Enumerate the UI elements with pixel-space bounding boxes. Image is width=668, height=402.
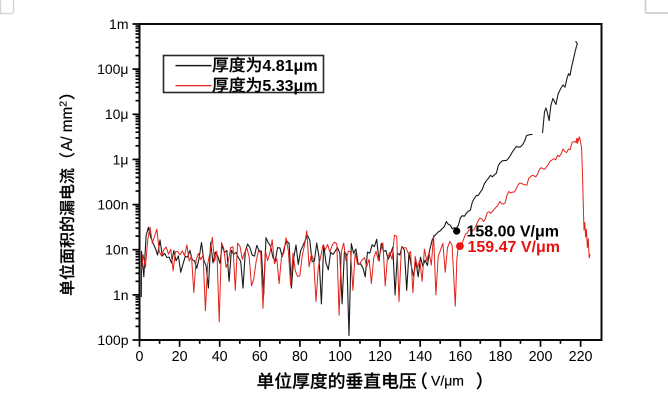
svg-text:100μ: 100μ (97, 61, 128, 77)
svg-text:80: 80 (292, 349, 308, 365)
svg-text:1μ: 1μ (113, 151, 129, 167)
svg-text:140: 140 (408, 349, 432, 365)
svg-text:40: 40 (212, 349, 228, 365)
svg-text:100n: 100n (97, 197, 128, 213)
svg-text:4.81μm: 4.81μm (262, 58, 317, 75)
svg-text:200: 200 (529, 349, 553, 365)
svg-text:158.00 V/μm: 158.00 V/μm (467, 224, 560, 241)
svg-text:120: 120 (368, 349, 392, 365)
svg-text:A/ mm2: A/ mm2 (57, 101, 76, 151)
svg-text:1n: 1n (113, 287, 129, 303)
svg-text:10n: 10n (105, 242, 128, 258)
svg-text:160: 160 (448, 349, 472, 365)
svg-text:V/μm: V/μm (431, 373, 464, 389)
svg-text:60: 60 (252, 349, 268, 365)
svg-text:180: 180 (488, 349, 512, 365)
svg-text:0: 0 (136, 349, 144, 365)
svg-text:220: 220 (569, 349, 593, 365)
svg-text:20: 20 (172, 349, 188, 365)
svg-text:1m: 1m (109, 16, 128, 32)
svg-text:100: 100 (328, 349, 352, 365)
svg-text:5.33μm: 5.33μm (262, 78, 317, 95)
svg-text:10μ: 10μ (105, 106, 129, 122)
svg-text:159.47 V/μm: 159.47 V/μm (468, 239, 561, 256)
svg-text:100p: 100p (97, 332, 128, 348)
